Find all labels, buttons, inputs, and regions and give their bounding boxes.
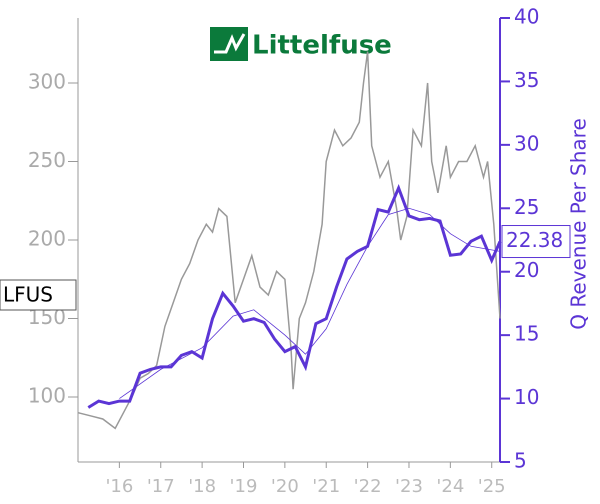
- x-tick-label: '19: [230, 476, 258, 497]
- x-tick-label: '22: [354, 476, 382, 497]
- y2-tick-label: 20: [514, 258, 539, 282]
- y2-axis-label: Q Revenue Per Share: [567, 118, 591, 330]
- series-line: [77, 51, 501, 430]
- x-tick-label: '16: [105, 476, 133, 497]
- value-box: [501, 225, 571, 259]
- ticker-label: LFUS: [3, 283, 53, 307]
- x-tick-label: '25: [478, 476, 506, 497]
- x-tick-label: '18: [188, 476, 216, 497]
- logo: Littelfuse: [210, 27, 392, 61]
- x-tick-label: '21: [312, 476, 340, 497]
- x-tick-label: '24: [436, 476, 464, 497]
- y2-tick-label: 5: [514, 449, 527, 473]
- x-tick-label: '20: [271, 476, 299, 497]
- y2-tick-label: 40: [514, 5, 539, 29]
- x-tick-label: '17: [147, 476, 175, 497]
- y2-tick-label: 15: [514, 322, 539, 346]
- series-line: [119, 207, 501, 399]
- y2-tick-label: 30: [514, 131, 539, 155]
- logo-text: Littelfuse: [252, 31, 392, 61]
- value-label: 22.38: [506, 228, 563, 252]
- ticker-box: [0, 279, 77, 311]
- series-line: [87, 183, 502, 409]
- x-tick-label: '23: [395, 476, 423, 497]
- y-tick-label: 100: [28, 384, 66, 408]
- logo-bolt: [214, 33, 246, 54]
- y2-tick-label: 25: [514, 195, 539, 219]
- y-tick-label: 200: [28, 227, 66, 251]
- y-tick-label: 250: [28, 148, 66, 172]
- y2-tick-label: 10: [514, 385, 539, 409]
- y-tick-label: 300: [28, 69, 66, 93]
- y2-tick-label: 35: [514, 68, 539, 92]
